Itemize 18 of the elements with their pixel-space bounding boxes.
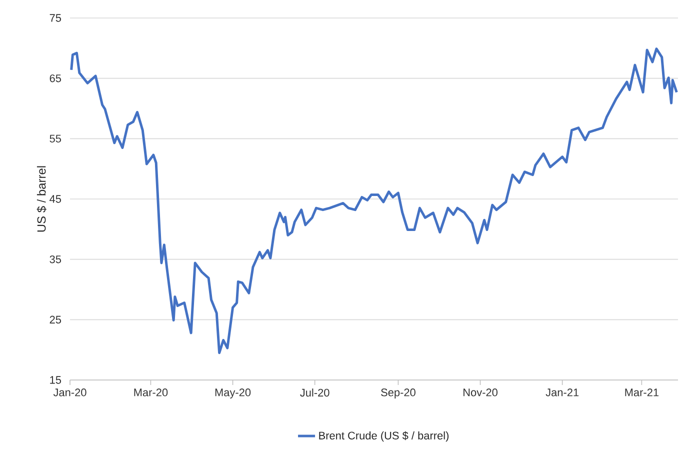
y-axis-title: US $ / barrel	[36, 166, 46, 232]
legend-label: Brent Crude (US $ / barrel)	[319, 431, 449, 442]
x-tick-label: Nov-20	[464, 388, 498, 396]
y-tick-label: 55	[50, 134, 62, 142]
y-tick-label: 15	[50, 376, 62, 384]
x-tick-label: Jul-20	[300, 388, 330, 397]
x-tick-label: Jan-21	[546, 388, 579, 396]
line-series	[70, 48, 678, 354]
x-tick-label: Jan-20	[53, 388, 86, 396]
x-tick-label: Mar-21	[625, 388, 659, 396]
x-tick-label: Sep-20	[381, 388, 416, 398]
y-tick-label: 25	[50, 316, 62, 324]
x-tick-label: Mar-20	[134, 388, 168, 396]
y-tick-label: 65	[50, 74, 62, 82]
y-tick-label: 75	[50, 14, 62, 22]
x-tick-label: May-20	[215, 388, 251, 398]
y-tick-label: 45	[50, 195, 62, 203]
y-tick-label: 35	[50, 255, 62, 264]
